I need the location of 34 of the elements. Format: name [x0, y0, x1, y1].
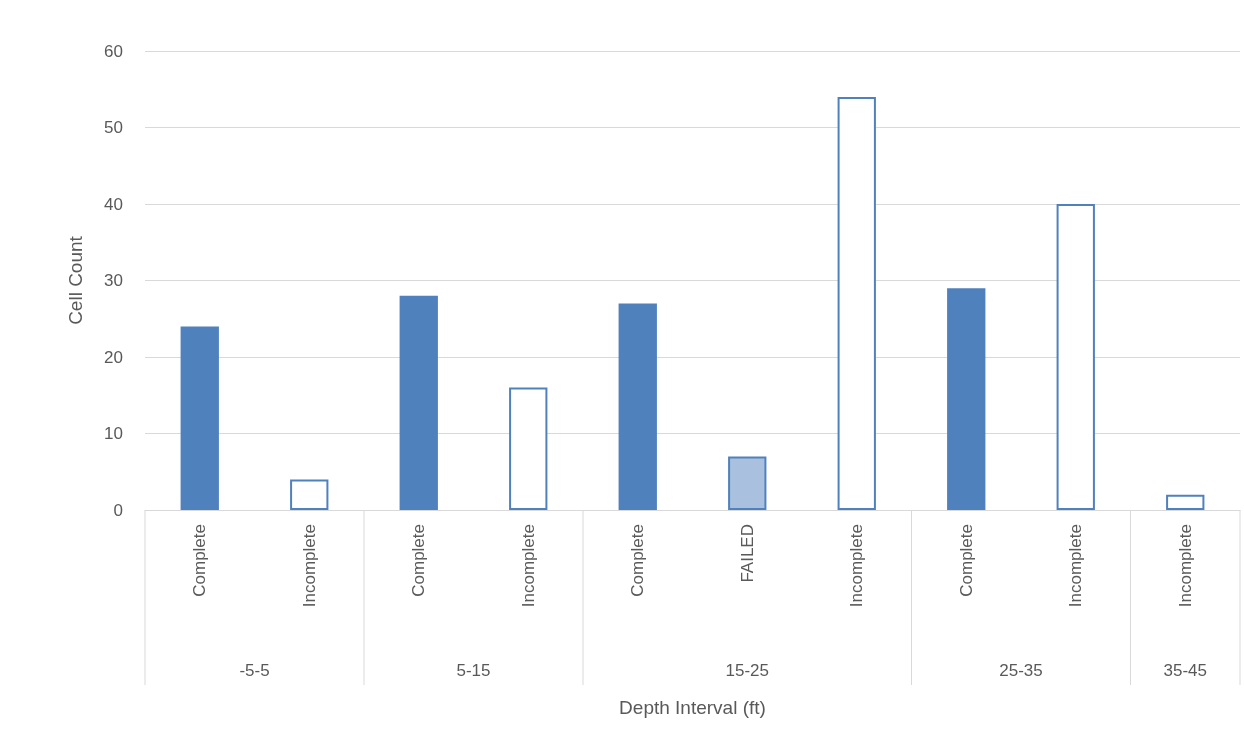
- bar: [728, 456, 767, 510]
- bar: [837, 96, 876, 510]
- x-tick-label: FAILED: [737, 524, 757, 583]
- x-tick-label: Incomplete: [299, 524, 319, 608]
- y-tick-label: 60: [104, 41, 123, 61]
- bar: [509, 387, 548, 510]
- bar: [290, 479, 329, 510]
- y-tick-label: 40: [104, 194, 123, 214]
- y-tick-label: 20: [104, 347, 123, 367]
- x-tick-label: Complete: [190, 524, 210, 597]
- y-tick-label: 0: [113, 500, 123, 520]
- y-tick-label: 30: [104, 271, 123, 290]
- x-tick-label: Incomplete: [847, 524, 867, 608]
- x-axis-title: Depth Interval (ft): [619, 696, 766, 718]
- x-tick-label: Complete: [956, 524, 976, 597]
- text: -5-5: [239, 660, 270, 680]
- bar: [947, 288, 986, 510]
- text: 15-25: [725, 660, 769, 680]
- y-tick-label: 10: [104, 424, 123, 443]
- x-tick-label: Incomplete: [1066, 524, 1086, 608]
- bar: [399, 295, 438, 510]
- text: 25-35: [999, 660, 1043, 680]
- y-tick-label: 50: [104, 118, 123, 137]
- bar: [1166, 494, 1205, 510]
- x-tick-label: Complete: [628, 524, 648, 597]
- bar: [1056, 204, 1095, 510]
- x-tick-label: Incomplete: [518, 524, 538, 608]
- y-axis-title: Cell Count: [65, 235, 86, 325]
- x-tick-label: Complete: [409, 524, 429, 597]
- bar: [180, 326, 219, 510]
- bar: [618, 303, 657, 510]
- text: 35-45: [1163, 660, 1207, 680]
- text: 5-15: [456, 660, 491, 680]
- x-tick-label: Incomplete: [1175, 524, 1195, 608]
